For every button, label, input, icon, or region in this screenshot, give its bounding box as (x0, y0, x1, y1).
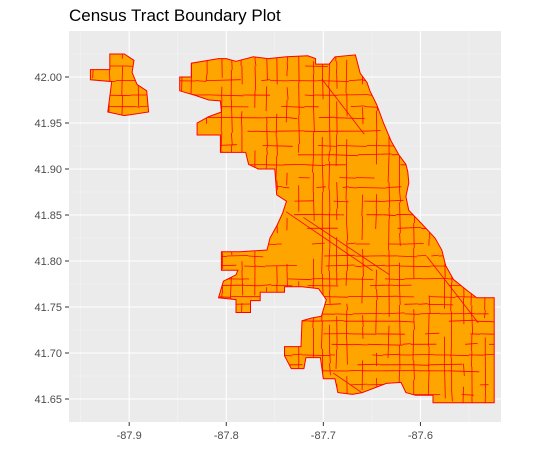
y-axis: 41.65 41.70 41.75 41.80 41.85 41.90 41.95 42.00 (34, 72, 69, 406)
y-tick-label: 41.80 (34, 256, 62, 268)
x-axis: -87.9 -87.8 -87.7 -87.6 (117, 422, 433, 442)
tract-region-1 (179, 54, 495, 403)
x-tick-label: -87.7 (311, 430, 336, 442)
y-tick-label: 42.00 (34, 72, 62, 84)
y-tick-label: 41.70 (34, 348, 62, 360)
x-tick-label: -87.8 (214, 430, 239, 442)
y-tick-label: 41.65 (34, 394, 62, 406)
y-tick-label: 41.75 (34, 302, 62, 314)
x-tick-label: -87.9 (117, 430, 142, 442)
tract-outline-1 (179, 54, 495, 404)
tract-outline-0 (89, 53, 150, 117)
y-tick-label: 41.90 (34, 164, 62, 176)
y-tick-label: 41.95 (34, 118, 62, 130)
x-tick-label: -87.6 (408, 430, 433, 442)
tract-region-0 (90, 54, 149, 116)
plot-title: Census Tract Boundary Plot (69, 6, 281, 25)
y-tick-label: 41.85 (34, 210, 62, 222)
